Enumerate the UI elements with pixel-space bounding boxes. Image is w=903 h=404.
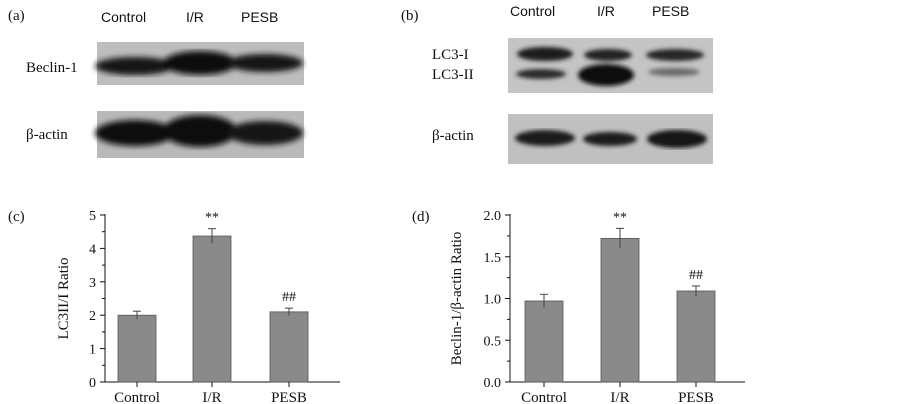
chart-d-y-tick-label: 1.0 <box>484 293 502 308</box>
chart-c-category-label: PESB <box>271 390 307 404</box>
blot-b-row-lc3-i: LC3-I <box>432 47 469 63</box>
panel-b-label: (b) <box>401 8 419 24</box>
chart-c-category-label: I/R <box>202 390 221 404</box>
chart-c-y-tick-label: 4 <box>89 242 96 257</box>
chart-d-bar <box>600 237 640 383</box>
chart-d-y-tick-label: 2.0 <box>484 209 502 224</box>
panel-c-label: (c) <box>8 209 25 225</box>
chart-c-y-axis-title: LC3II/I Ratio <box>56 257 72 339</box>
panel-a-label: (a) <box>8 8 25 24</box>
chart-d-y-axis-title: Beclin-1/β-actin Ratio <box>449 232 465 366</box>
chart-d-significance-label: ** <box>613 210 627 225</box>
blot-a-lane-pesb: PESB <box>241 9 279 25</box>
panel-d-label: (d) <box>412 209 430 225</box>
chart-c-bar <box>117 314 157 383</box>
chart-d-significance-label: ## <box>689 268 703 283</box>
chart-c-y-tick-label: 1 <box>89 343 96 358</box>
chart-c-significance-label: ## <box>282 290 296 305</box>
chart-c-y-tick-label: 0 <box>89 376 96 391</box>
blot-b-row-lc3-ii: LC3-II <box>432 67 474 83</box>
chart-d-y-tick-label: 0.5 <box>484 334 502 349</box>
blot-b-lane-ir: I/R <box>597 3 615 19</box>
chart-d-y-tick-label: 1.5 <box>484 251 502 266</box>
chart-c-y-tick-label: 5 <box>89 209 96 224</box>
chart-c-y-tick-label: 3 <box>89 276 96 291</box>
chart-d-category-label: Control <box>521 390 567 404</box>
chart-d-bar <box>524 300 564 383</box>
chart-d-y-tick-label: 0.0 <box>484 376 502 391</box>
blot-a-row-actin: β-actin <box>26 127 68 143</box>
chart-c-bar <box>192 235 232 383</box>
blot-a-row-beclin: Beclin-1 <box>26 60 78 76</box>
chart-c-significance-label: ** <box>205 211 219 226</box>
chart-d-category-label: I/R <box>610 390 629 404</box>
chart-d-category-label: PESB <box>678 390 714 404</box>
blot-b-row-actin: β-actin <box>432 128 474 144</box>
blot-b-lane-control: Control <box>510 3 556 19</box>
blot-b-lane-pesb: PESB <box>652 3 690 19</box>
blot-a-lane-ir: I/R <box>186 9 204 25</box>
chart-c-y-tick-label: 2 <box>89 309 96 324</box>
chart-d-bar <box>676 290 716 383</box>
chart-c-category-label: Control <box>114 390 160 404</box>
blot-a-lane-control: Control <box>101 9 147 25</box>
